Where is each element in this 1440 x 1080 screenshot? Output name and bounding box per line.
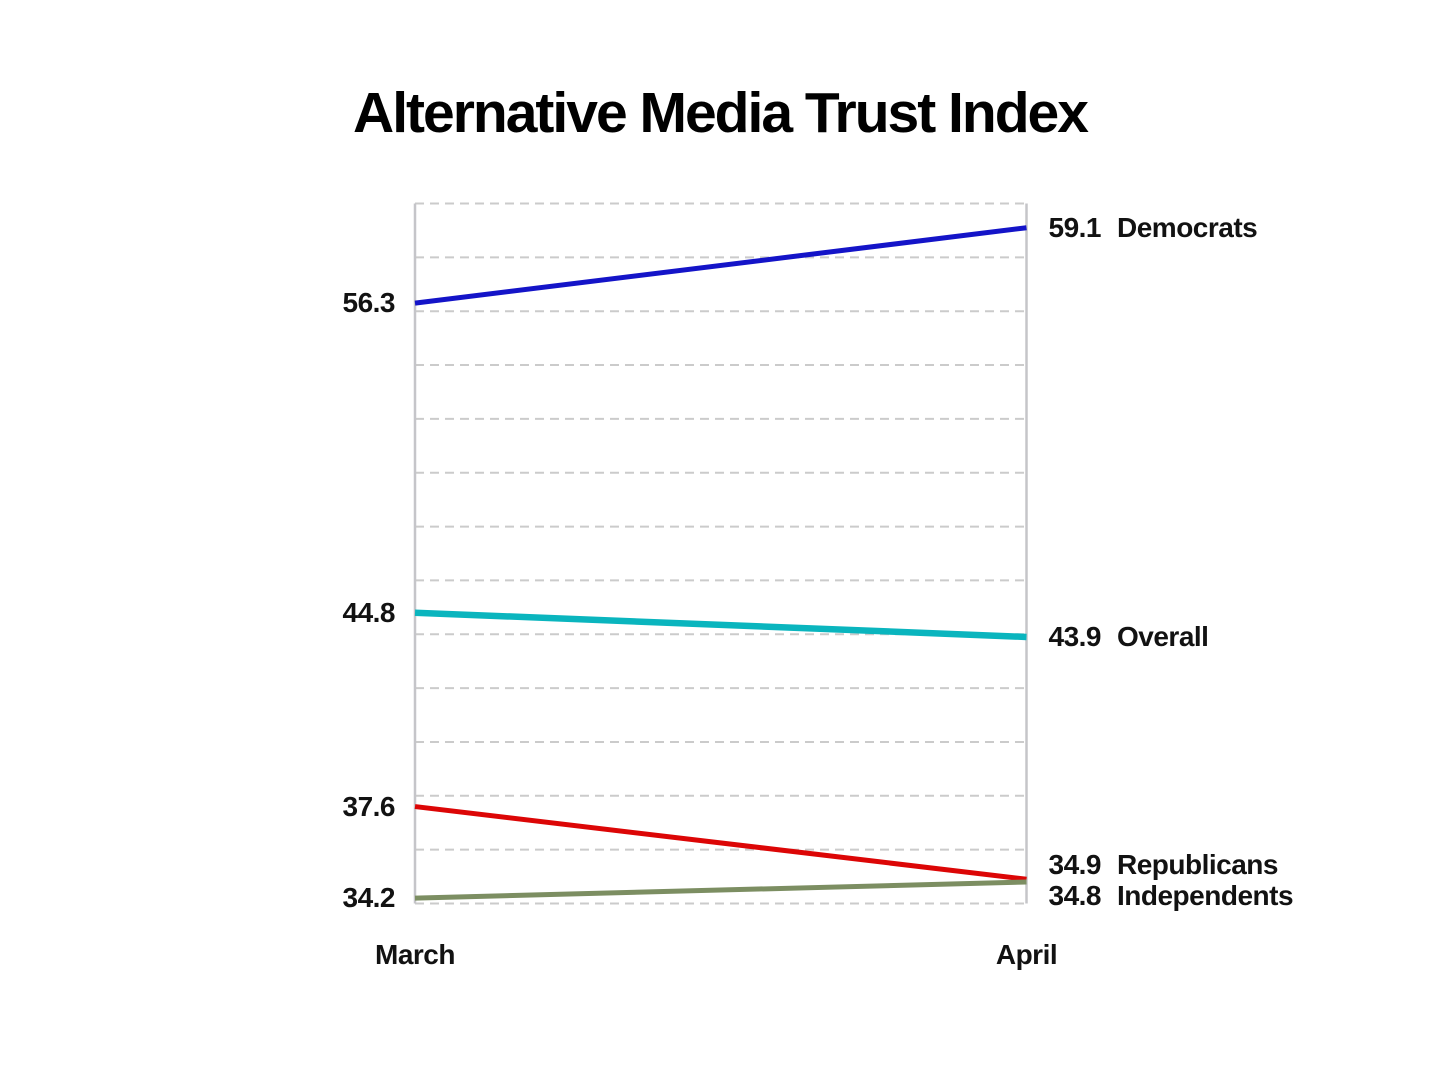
start-value: 37.6 [342,790,396,822]
series-line-democrats [414,225,1027,306]
end-label-republicans: 34.9 Republicans [1048,849,1279,881]
category-label: April [995,939,1058,970]
category-label: March [375,939,455,970]
series-name-label: Republicans [1117,849,1278,881]
end-value: 59.1 [1048,211,1102,243]
series-line-republicans [414,804,1027,882]
end-value: 34.8 [1048,880,1102,912]
end-value: 43.9 [1048,620,1102,652]
end-value: 34.9 [1048,849,1102,881]
end-label-overall: 43.9 Overall [1048,620,1209,652]
series-line-independents [414,879,1027,901]
series-name-label: Independents [1117,880,1294,912]
series-line-overall [414,609,1027,641]
x-axis-label-april: April [995,939,1058,970]
start-value: 56.3 [342,287,396,319]
start-value-label-democrats: 56.3 [343,289,396,317]
start-value-label-republicans: 37.6 [342,790,396,822]
series-name-label: Overall [1117,620,1209,652]
chart-title: Alternative Media Trust Index [353,81,1089,145]
x-axis-label-march: March [375,941,455,969]
series-name-label: Democrats [1117,211,1258,243]
start-value: 44.8 [342,596,396,628]
start-value: 34.2 [342,882,396,914]
start-value-label-overall: 44.8 [342,596,396,628]
end-label-democrats: 59.1 Democrats [1048,211,1258,243]
end-label-independents: 34.8 Independents [1049,882,1294,910]
start-value-label-independents: 34.2 [343,884,396,912]
